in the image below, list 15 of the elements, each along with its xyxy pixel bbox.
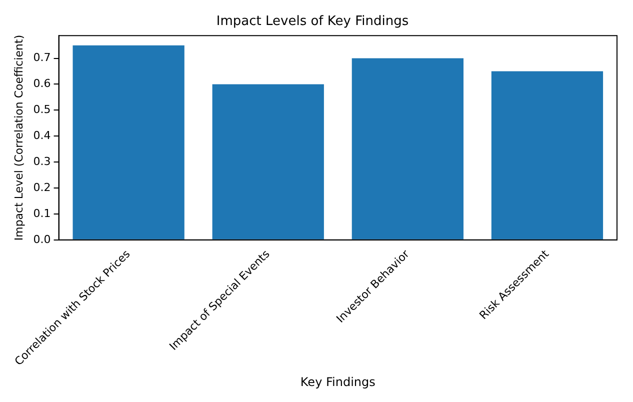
y-tick-label: 0.3: [33, 154, 51, 168]
chart-title: Impact Levels of Key Findings: [216, 14, 409, 30]
y-tick-label: 0.2: [33, 180, 51, 194]
y-tick-label: 0.6: [33, 77, 51, 90]
y-tick-label: 0.7: [33, 51, 51, 64]
x-axis-title: Key Findings: [300, 374, 376, 389]
bar: [491, 71, 604, 240]
y-tick-label: 0.5: [33, 103, 51, 116]
y-tick-label: 0.0: [33, 232, 51, 246]
y-tick-label: 0.1: [33, 206, 51, 220]
bar: [352, 58, 464, 240]
bar: [212, 84, 324, 240]
y-tick-label: 0.4: [33, 128, 51, 142]
y-axis-title: Impact Level (Correlation Coefficient): [12, 34, 26, 241]
bar: [72, 45, 184, 240]
